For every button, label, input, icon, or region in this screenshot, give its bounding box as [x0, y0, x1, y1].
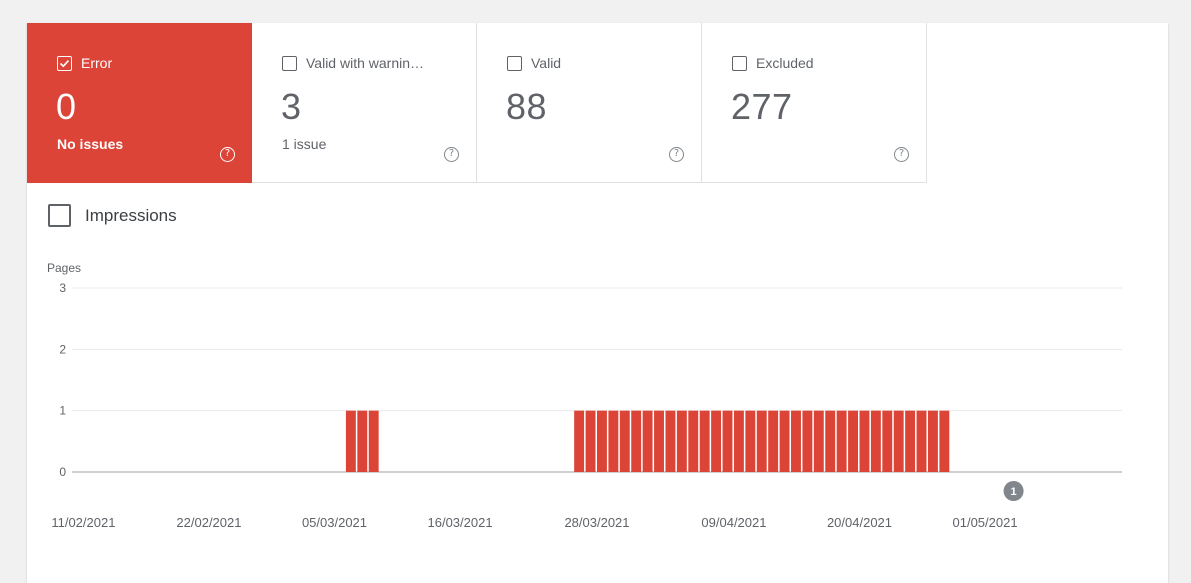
- impressions-toggle[interactable]: Impressions: [48, 204, 177, 227]
- status-tiles: Error 0 No issues ? Valid with warnin… 3…: [27, 23, 927, 183]
- checkbox-icon[interactable]: [48, 204, 71, 227]
- tile-subtext: No issues: [57, 136, 124, 152]
- tile-valid[interactable]: Valid 88 ?: [477, 23, 702, 183]
- checkbox-icon[interactable]: [507, 55, 522, 71]
- help-icon[interactable]: ?: [444, 147, 459, 162]
- tile-label: Valid with warnin…: [306, 55, 425, 71]
- tile-value: 3: [281, 86, 302, 127]
- tile-valid-with-warnings[interactable]: Valid with warnin… 3 1 issue ?: [252, 23, 477, 183]
- checkbox-checked-icon[interactable]: [57, 55, 72, 71]
- tile-subtext: 1 issue: [282, 136, 327, 152]
- help-icon[interactable]: ?: [894, 147, 909, 162]
- tile-label: Error: [81, 55, 113, 71]
- tile-value: 88: [506, 86, 548, 127]
- tile-value: 0: [56, 86, 77, 127]
- checkbox-icon[interactable]: [282, 55, 297, 71]
- help-icon[interactable]: ?: [669, 147, 684, 162]
- index-coverage-card: Error 0 No issues ? Valid with warnin… 3…: [27, 23, 1168, 583]
- tile-error[interactable]: Error 0 No issues ?: [27, 23, 252, 183]
- tile-label: Valid: [531, 55, 562, 71]
- tile-excluded[interactable]: Excluded 277 ?: [702, 23, 927, 183]
- tile-value: 277: [731, 86, 793, 127]
- tile-label: Excluded: [756, 55, 814, 71]
- impressions-label: Impressions: [85, 205, 177, 225]
- checkbox-icon[interactable]: [732, 55, 747, 71]
- help-icon[interactable]: ?: [220, 147, 235, 162]
